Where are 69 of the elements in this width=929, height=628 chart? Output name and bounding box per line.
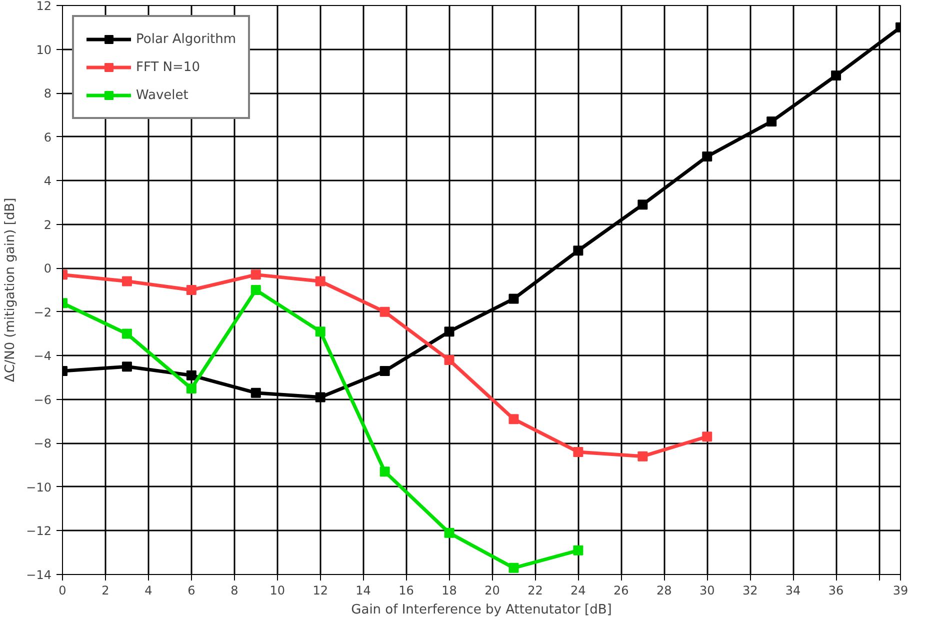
- x-tick-label: 32: [742, 584, 758, 598]
- x-tick-label: 2: [102, 584, 110, 598]
- point: [186, 370, 196, 380]
- point: [315, 326, 326, 337]
- y-tick-label: −2: [34, 305, 52, 320]
- x-tick-label: 24: [570, 584, 586, 598]
- x-tick-label: 22: [528, 584, 543, 598]
- y-tick-label: −14: [26, 568, 52, 582]
- x-tick-label: 30: [699, 584, 715, 598]
- point: [573, 446, 584, 457]
- y-tick-label: 0: [44, 262, 52, 276]
- point: [444, 326, 454, 337]
- y-tick-label: −8: [34, 436, 52, 451]
- point: [573, 545, 584, 556]
- point: [186, 285, 196, 295]
- point: [315, 276, 326, 286]
- y-tick-label: 2: [44, 218, 52, 232]
- point: [444, 355, 454, 366]
- y-tick-label: −4: [34, 349, 52, 364]
- x-tick-label: 26: [614, 584, 629, 598]
- point: [508, 562, 519, 573]
- x-tick-label: 8: [230, 584, 238, 598]
- x-tick-label: 34: [785, 584, 801, 598]
- y-axis-title: ΔC/N0 (mitigation gain) [dB]: [3, 198, 18, 382]
- x-tick-label: 14: [356, 584, 371, 598]
- y-tick-label: −12: [26, 524, 52, 538]
- point: [766, 116, 777, 126]
- point: [444, 528, 454, 538]
- point: [380, 366, 390, 376]
- x-tick-label: 16: [398, 584, 414, 598]
- x-tick-label: 28: [656, 584, 672, 598]
- point: [250, 270, 261, 280]
- point: [508, 414, 519, 424]
- y-tick-label: 4: [44, 174, 52, 188]
- x-tick-label: 12: [312, 584, 328, 598]
- point: [638, 451, 648, 462]
- point: [186, 383, 196, 394]
- y-tick-label: 6: [44, 130, 52, 144]
- y-tick-label: −10: [26, 480, 52, 494]
- point: [831, 70, 842, 81]
- point: [122, 328, 132, 339]
- x-axis-title: Gain of Interference by Attenutator [dB]: [351, 602, 612, 618]
- x-tick-label: 6: [188, 584, 196, 598]
- x-tick-label: 10: [270, 584, 286, 598]
- legend-label: Polar Algorithm: [136, 32, 236, 46]
- x-tick-label: 39: [892, 584, 908, 598]
- point: [250, 388, 261, 398]
- y-tick-label: 12: [36, 0, 52, 13]
- y-tick-label: −6: [34, 392, 52, 407]
- point: [702, 152, 712, 162]
- point: [638, 200, 648, 210]
- x-tick-label: 36: [828, 584, 844, 598]
- point: [380, 306, 390, 317]
- point: [508, 294, 519, 304]
- x-tick-label: 4: [144, 584, 152, 598]
- point: [573, 246, 584, 256]
- legend-label: FFT N=10: [136, 60, 200, 74]
- x-tick-label: 20: [484, 584, 500, 598]
- point: [315, 392, 326, 402]
- x-tick-label: 18: [442, 584, 457, 598]
- point: [702, 432, 712, 442]
- legend-label: Wavelet: [136, 88, 188, 102]
- point: [122, 362, 132, 372]
- y-tick-label: 10: [36, 42, 52, 57]
- y-tick-label: 8: [44, 86, 52, 101]
- point: [250, 285, 261, 295]
- x-tick-label: 0: [58, 584, 66, 598]
- point: [122, 276, 132, 286]
- point: [380, 466, 390, 477]
